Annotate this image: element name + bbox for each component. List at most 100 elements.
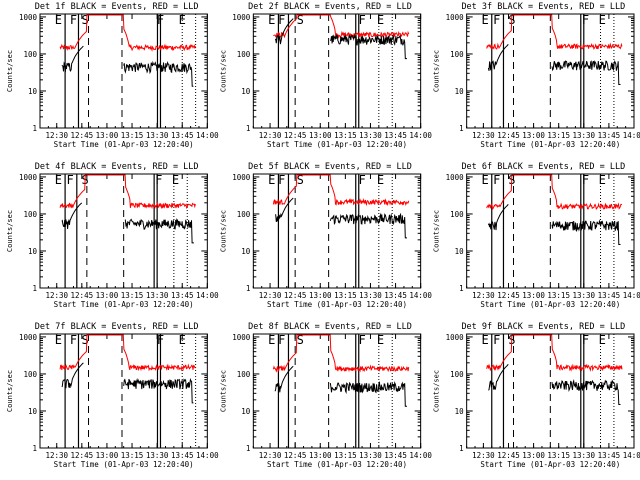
interval-marker: E xyxy=(481,333,488,347)
interval-marker: E xyxy=(268,13,275,27)
x-tick-label: 12:30 xyxy=(472,291,495,300)
chart-panel-1: Det 1f BLACK = Events, RED = LLD 1 10 100 10… xyxy=(6,2,219,149)
interval-marker: F xyxy=(155,173,162,187)
events-series-line xyxy=(124,218,194,244)
interval-marker: F xyxy=(157,13,164,27)
interval-marker: F xyxy=(157,333,164,347)
x-tick-label: 13:45 xyxy=(598,291,621,300)
interval-marker: F xyxy=(493,13,500,27)
x-tick-label: 12:45 xyxy=(71,451,94,460)
lld-series-line xyxy=(273,14,410,40)
x-tick-label: 13:45 xyxy=(171,291,194,300)
y-tick-label: 100 xyxy=(237,50,251,59)
interval-marker: E xyxy=(55,13,62,27)
events-series-line xyxy=(487,204,509,231)
x-tick-label: 12:45 xyxy=(497,291,520,300)
y-axis-label: Counts/sec xyxy=(219,210,227,252)
x-tick-label: 12:30 xyxy=(45,451,68,460)
events-series-line xyxy=(551,378,621,405)
y-tick-label: 1 xyxy=(32,124,37,133)
x-tick-label: 14:00 xyxy=(623,451,640,460)
y-tick-label: 100 xyxy=(23,210,37,219)
x-tick-label: 12:45 xyxy=(71,131,94,140)
interval-marker: E xyxy=(268,333,275,347)
y-tick-label: 1 xyxy=(246,124,251,133)
x-tick-label: 13:00 xyxy=(522,291,545,300)
y-tick-label: 1000 xyxy=(446,13,465,22)
x-tick-label: 13:00 xyxy=(96,291,119,300)
interval-marker: F xyxy=(278,173,285,187)
y-tick-label: 1000 xyxy=(19,333,38,342)
chart-title: Det 6f BLACK = Events, RED = LLD xyxy=(461,162,625,172)
x-tick-label: 13:30 xyxy=(573,451,596,460)
x-axis-label: Start Time (01-Apr-03 12:20:40) xyxy=(54,300,194,309)
interval-marker: E xyxy=(55,173,62,187)
x-tick-label: 13:30 xyxy=(146,131,169,140)
lld-series-line xyxy=(272,334,410,373)
y-tick-label: 1000 xyxy=(19,13,38,22)
y-axis-label: Counts/sec xyxy=(6,370,14,412)
x-tick-label: 13:30 xyxy=(573,131,596,140)
lld-series-line xyxy=(486,174,623,211)
y-tick-label: 10 xyxy=(28,247,38,256)
x-tick-label: 14:00 xyxy=(196,451,219,460)
events-series-line xyxy=(487,44,509,71)
interval-marker: F xyxy=(70,333,77,347)
lld-series-line xyxy=(486,14,623,50)
x-axis-label: Start Time (01-Apr-03 12:20:40) xyxy=(480,140,620,149)
interval-marker: F xyxy=(67,173,74,187)
y-tick-label: 10 xyxy=(455,87,465,96)
y-tick-label: 100 xyxy=(23,50,37,59)
interval-marker: E xyxy=(377,13,384,27)
chart-panel-5: Det 5f BLACK = Events, RED = LLD 1 10 100 10… xyxy=(219,162,432,309)
y-tick-label: 1 xyxy=(459,124,464,133)
interval-marker: E xyxy=(481,173,488,187)
x-tick-label: 13:30 xyxy=(359,451,382,460)
x-tick-label: 13:45 xyxy=(598,131,621,140)
lld-series-line xyxy=(486,334,623,372)
y-tick-label: 100 xyxy=(450,50,464,59)
y-axis-label: Counts/sec xyxy=(433,370,441,412)
interval-marker: E xyxy=(599,173,606,187)
y-tick-label: 1000 xyxy=(232,333,251,342)
x-axis-label: Start Time (01-Apr-03 12:20:40) xyxy=(267,140,407,149)
interval-marker: S xyxy=(82,333,89,347)
x-tick-label: 12:30 xyxy=(259,451,282,460)
chart-panel-4: Det 4f BLACK = Events, RED = LLD 1 10 100 10… xyxy=(6,162,219,309)
chart-panel-2: Det 2f BLACK = Events, RED = LLD 1 10 100 10… xyxy=(219,2,432,149)
x-tick-label: 13:00 xyxy=(309,131,332,140)
x-tick-label: 13:00 xyxy=(309,451,332,460)
x-tick-label: 13:00 xyxy=(522,131,545,140)
x-tick-label: 14:00 xyxy=(196,131,219,140)
lld-series-line xyxy=(59,334,196,372)
x-tick-label: 12:45 xyxy=(497,451,520,460)
interval-marker: F xyxy=(582,173,589,187)
events-series-line xyxy=(329,380,407,407)
chart-panel-3: Det 3f BLACK = Events, RED = LLD 1 10 100 10… xyxy=(433,2,640,149)
x-tick-label: 12:30 xyxy=(45,131,68,140)
x-tick-label: 14:00 xyxy=(409,451,432,460)
events-series-line xyxy=(274,365,294,393)
x-tick-label: 12:30 xyxy=(45,291,68,300)
chart-title: Det 9f BLACK = Events, RED = LLD xyxy=(461,322,625,332)
interval-marker: F xyxy=(278,13,285,27)
x-tick-label: 13:15 xyxy=(121,451,144,460)
y-axis-label: Counts/sec xyxy=(219,50,227,92)
x-tick-label: 13:00 xyxy=(522,451,545,460)
interval-marker: E xyxy=(377,173,384,187)
interval-marker: S xyxy=(82,13,89,27)
interval-marker: F xyxy=(582,333,589,347)
events-series-line xyxy=(61,362,84,389)
x-axis-label: Start Time (01-Apr-03 12:20:40) xyxy=(267,460,407,469)
x-tick-label: 13:15 xyxy=(121,131,144,140)
x-tick-label: 12:45 xyxy=(284,131,307,140)
interval-marker: F xyxy=(493,333,500,347)
x-axis-label: Start Time (01-Apr-03 12:20:40) xyxy=(267,300,407,309)
x-tick-label: 13:45 xyxy=(171,451,194,460)
x-axis-label: Start Time (01-Apr-03 12:20:40) xyxy=(480,300,620,309)
chart-panel-6: Det 6f BLACK = Events, RED = LLD 1 10 100 10… xyxy=(433,162,640,309)
x-tick-label: 14:00 xyxy=(409,291,432,300)
x-tick-label: 13:45 xyxy=(598,451,621,460)
x-tick-label: 14:00 xyxy=(623,131,640,140)
